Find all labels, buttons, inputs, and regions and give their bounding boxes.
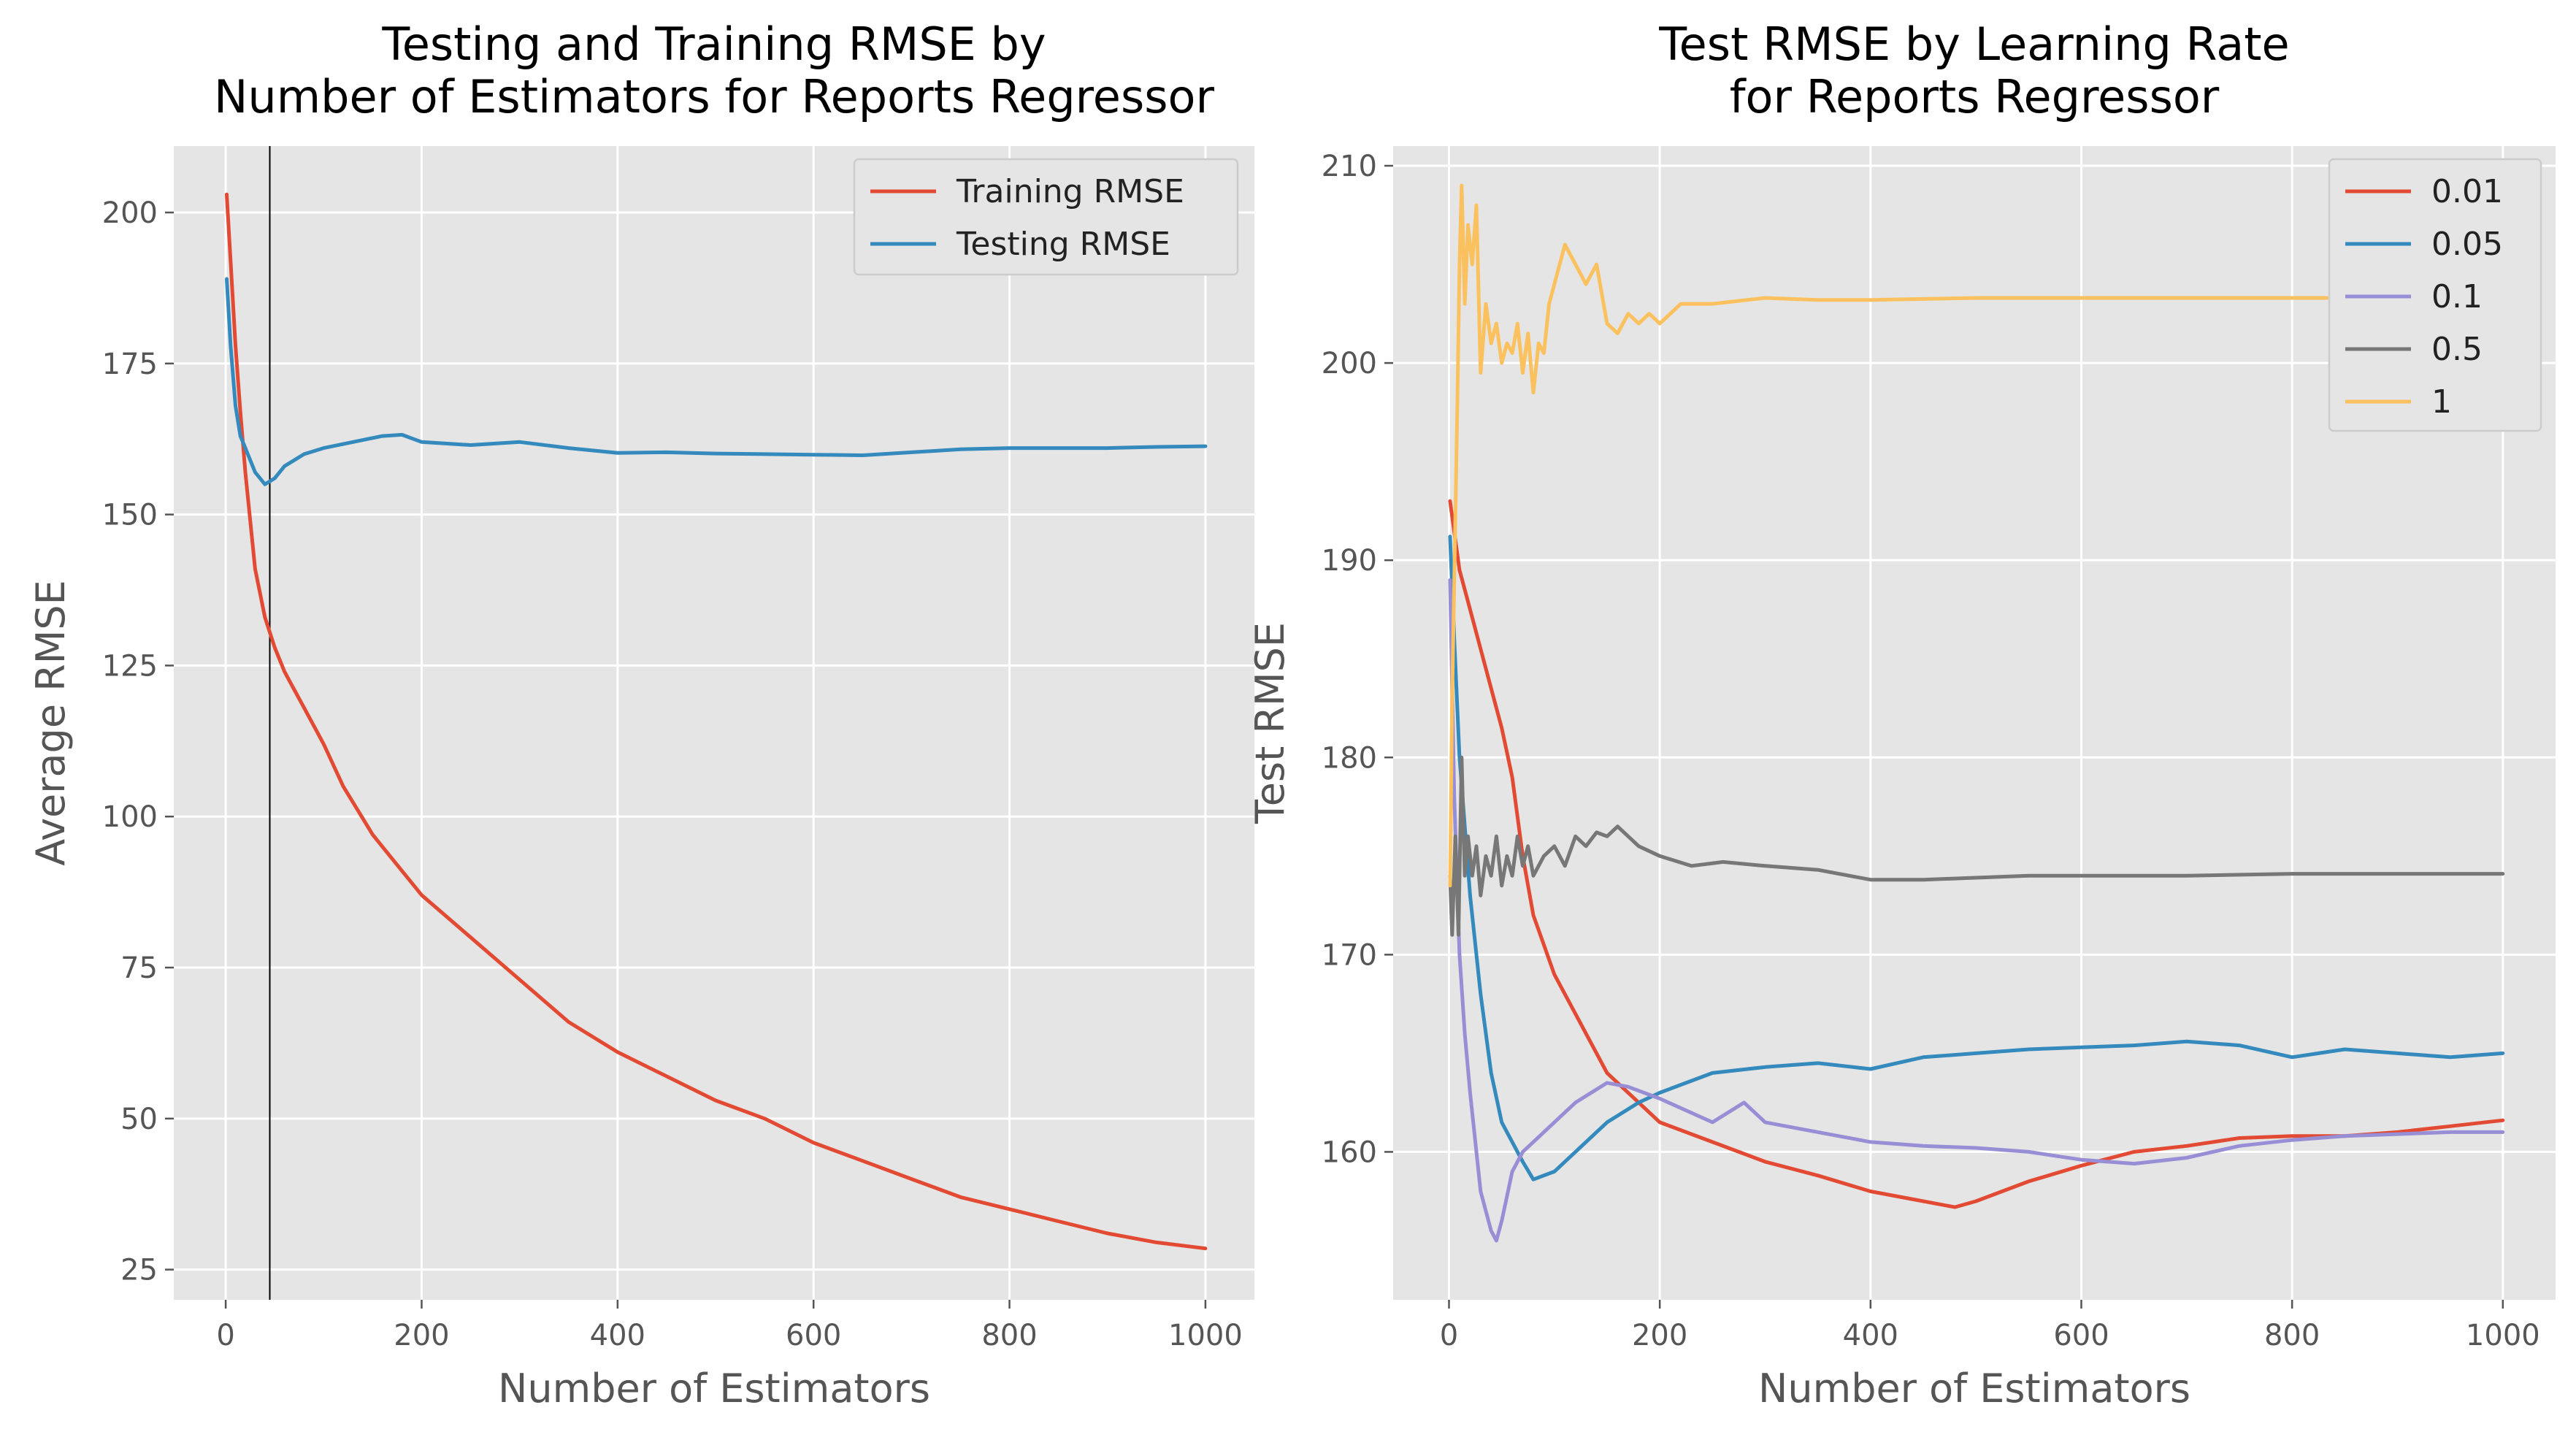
x-tick-label: 600 — [2053, 1319, 2109, 1352]
series-line-1 — [1448, 183, 2505, 888]
chart-title-line: Number of Estimators for Reports Regress… — [214, 70, 1214, 123]
y-tick-label: 170 — [1322, 938, 1377, 972]
y-tick-label: 160 — [1322, 1135, 1377, 1169]
series-line-testing-rmse — [225, 277, 1208, 486]
legend-label: Testing RMSE — [956, 226, 1170, 263]
y-tick-label: 175 — [102, 348, 158, 381]
x-axis-title: Number of Estimators — [1758, 1366, 2190, 1412]
chart-title-line: Test RMSE by Learning Rate — [1658, 18, 2289, 71]
y-tick-label: 210 — [1322, 150, 1377, 183]
x-tick-label: 200 — [394, 1319, 449, 1352]
chart-title: Test RMSE by Learning Rate for Reports Re… — [1658, 18, 2289, 123]
legend: 0.01 0.05 0.1 0.5 1 — [2328, 158, 2542, 432]
y-tick-label: 190 — [1322, 544, 1377, 578]
x-tick-label: 800 — [2264, 1319, 2320, 1352]
series-line-training-rmse — [225, 192, 1208, 1251]
legend-label: 0.5 — [2431, 331, 2483, 368]
legend: Training RMSE Testing RMSE — [853, 158, 1239, 276]
y-tick-label: 200 — [102, 196, 158, 230]
series-line-0.1 — [1448, 578, 2505, 1243]
chart-title-line: for Reports Regressor — [1730, 70, 2220, 123]
x-tick-label: 0 — [1440, 1319, 1458, 1352]
legend-box — [853, 158, 1239, 276]
y-tick-label: 25 — [120, 1254, 158, 1287]
x-tick-label: 800 — [981, 1319, 1037, 1352]
series-line-0.01 — [1448, 499, 2505, 1209]
x-tick-label: 200 — [1632, 1319, 1687, 1352]
series-line-0.5 — [1448, 755, 2505, 937]
chart-title: Testing and Training RMSE by Number of Es… — [214, 18, 1214, 123]
y-tick-label: 100 — [102, 800, 158, 834]
legend-label: 0.05 — [2431, 226, 2503, 263]
x-tick-label: 400 — [590, 1319, 645, 1352]
y-axis-title: Test RMSE — [1247, 622, 1293, 824]
legend-label: Training RMSE — [956, 173, 1184, 210]
legend-label: 0.1 — [2431, 278, 2483, 315]
legend-label: 1 — [2431, 383, 2452, 421]
chart-title-line: Testing and Training RMSE by — [381, 18, 1046, 71]
series-line-0.05 — [1448, 535, 2505, 1182]
y-tick-label: 50 — [120, 1103, 158, 1136]
x-tick-label: 1000 — [1168, 1319, 1243, 1352]
x-axis-title: Number of Estimators — [498, 1366, 930, 1412]
chart-panel-1: 0 200 400 600 800 1000 25 50 75 100 125 150 175 200 Nu… — [28, 18, 1254, 1412]
legend-label: 0.01 — [2431, 173, 2503, 210]
x-tick-label: 1000 — [2466, 1319, 2540, 1352]
y-tick-label: 75 — [120, 951, 158, 985]
y-tick-label: 125 — [102, 649, 158, 683]
legend-box — [2328, 158, 2542, 432]
x-tick-label: 600 — [786, 1319, 841, 1352]
y-tick-label: 180 — [1322, 741, 1377, 775]
x-tick-label: 400 — [1843, 1319, 1898, 1352]
plot-area — [174, 146, 1254, 1300]
y-tick-label: 200 — [1322, 347, 1377, 380]
y-axis-title: Average RMSE — [28, 580, 74, 865]
x-tick-label: 0 — [216, 1319, 234, 1352]
y-tick-label: 150 — [102, 499, 158, 532]
chart-panel-2: 0 200 400 600 800 1000 160 170 180 190 200 210 Numbe… — [1247, 18, 2556, 1412]
